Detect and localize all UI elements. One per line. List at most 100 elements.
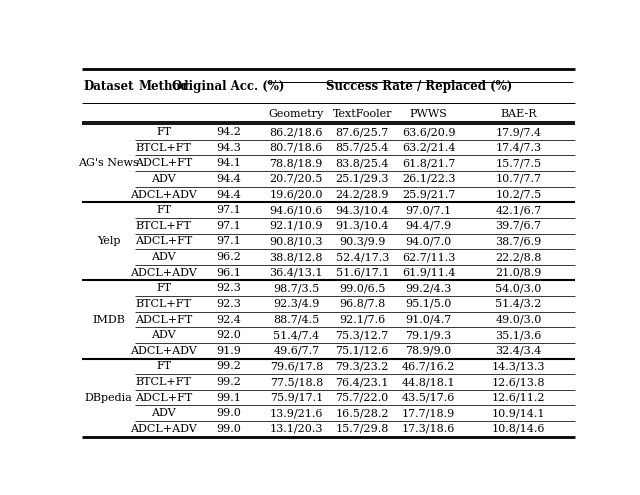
Text: 92.0: 92.0	[216, 330, 241, 340]
Text: Original Acc. (%): Original Acc. (%)	[172, 80, 285, 93]
Text: 32.4/3.4: 32.4/3.4	[495, 346, 541, 356]
Text: Success Rate / Replaced (%): Success Rate / Replaced (%)	[326, 80, 513, 93]
Text: ADV: ADV	[152, 408, 176, 418]
Text: 52.4/17.3: 52.4/17.3	[335, 252, 389, 262]
Text: 99.2: 99.2	[216, 361, 241, 371]
Text: FT: FT	[156, 205, 172, 215]
Text: PWWS: PWWS	[410, 109, 447, 119]
Text: BTCL+FT: BTCL+FT	[136, 377, 192, 387]
Text: 14.3/13.3: 14.3/13.3	[492, 361, 545, 371]
Text: TextFooler: TextFooler	[332, 109, 392, 119]
Text: 77.5/18.8: 77.5/18.8	[269, 377, 323, 387]
Text: ADV: ADV	[152, 330, 176, 340]
Text: ADCL+FT: ADCL+FT	[135, 237, 193, 247]
Text: 99.0: 99.0	[216, 424, 241, 434]
Text: 91.0/4.7: 91.0/4.7	[406, 314, 452, 325]
Text: 10.7/7.7: 10.7/7.7	[495, 174, 541, 184]
Text: 94.1: 94.1	[216, 158, 241, 168]
Text: 42.1/6.7: 42.1/6.7	[495, 205, 541, 215]
Text: ADCL+FT: ADCL+FT	[135, 158, 193, 168]
Text: 78.9/9.0: 78.9/9.0	[406, 346, 452, 356]
Text: 83.8/25.4: 83.8/25.4	[335, 158, 389, 168]
Text: FT: FT	[156, 361, 172, 371]
Text: FT: FT	[156, 127, 172, 137]
Text: 79.1/9.3: 79.1/9.3	[406, 330, 452, 340]
Text: 91.3/10.4: 91.3/10.4	[335, 221, 389, 231]
Text: 25.1/29.3: 25.1/29.3	[335, 174, 389, 184]
Text: 46.7/16.2: 46.7/16.2	[402, 361, 456, 371]
Text: 62.7/11.3: 62.7/11.3	[402, 252, 456, 262]
Text: 85.7/25.4: 85.7/25.4	[335, 143, 389, 152]
Text: AG's News: AG's News	[78, 158, 139, 168]
Text: 17.7/18.9: 17.7/18.9	[402, 408, 455, 418]
Text: 21.0/8.9: 21.0/8.9	[495, 268, 541, 278]
Text: 10.9/14.1: 10.9/14.1	[492, 408, 545, 418]
Text: 88.7/4.5: 88.7/4.5	[273, 314, 319, 325]
Text: 79.6/17.8: 79.6/17.8	[269, 361, 323, 371]
Text: 15.7/29.8: 15.7/29.8	[335, 424, 389, 434]
Text: 97.1: 97.1	[216, 237, 241, 247]
Text: 90.8/10.3: 90.8/10.3	[269, 237, 323, 247]
Text: Geometry: Geometry	[269, 109, 324, 119]
Text: 79.3/23.2: 79.3/23.2	[335, 361, 389, 371]
Text: 17.3/18.6: 17.3/18.6	[402, 424, 456, 434]
Text: 75.7/22.0: 75.7/22.0	[335, 393, 389, 402]
Text: 99.0: 99.0	[216, 408, 241, 418]
Text: 96.8/7.8: 96.8/7.8	[339, 299, 385, 309]
Text: BTCL+FT: BTCL+FT	[136, 299, 192, 309]
Text: 92.4: 92.4	[216, 314, 241, 325]
Text: 49.6/7.7: 49.6/7.7	[273, 346, 319, 356]
Text: 51.4/7.4: 51.4/7.4	[273, 330, 319, 340]
Text: 75.3/12.7: 75.3/12.7	[335, 330, 389, 340]
Text: 63.2/21.4: 63.2/21.4	[402, 143, 456, 152]
Text: 92.3: 92.3	[216, 299, 241, 309]
Text: 49.0/3.0: 49.0/3.0	[495, 314, 541, 325]
Text: 63.6/20.9: 63.6/20.9	[402, 127, 456, 137]
Text: 94.3: 94.3	[216, 143, 241, 152]
Text: 99.0/6.5: 99.0/6.5	[339, 283, 385, 293]
Text: DBpedia: DBpedia	[84, 393, 132, 402]
Text: BTCL+FT: BTCL+FT	[136, 221, 192, 231]
Text: ADV: ADV	[152, 252, 176, 262]
Text: Yelp: Yelp	[97, 237, 120, 247]
Text: 75.9/17.1: 75.9/17.1	[269, 393, 323, 402]
Text: 61.9/11.4: 61.9/11.4	[402, 268, 456, 278]
Text: 16.5/28.2: 16.5/28.2	[335, 408, 389, 418]
Text: 76.4/23.1: 76.4/23.1	[335, 377, 389, 387]
Text: Method: Method	[138, 80, 189, 93]
Text: 99.2/4.3: 99.2/4.3	[406, 283, 452, 293]
Text: 51.4/3.2: 51.4/3.2	[495, 299, 541, 309]
Text: ADCL+FT: ADCL+FT	[135, 393, 193, 402]
Text: 44.8/18.1: 44.8/18.1	[402, 377, 456, 387]
Text: 12.6/13.8: 12.6/13.8	[492, 377, 545, 387]
Text: 75.1/12.6: 75.1/12.6	[335, 346, 389, 356]
Text: 94.4/7.9: 94.4/7.9	[406, 221, 452, 231]
Text: 38.8/12.8: 38.8/12.8	[269, 252, 323, 262]
Text: 51.6/17.1: 51.6/17.1	[335, 268, 389, 278]
Text: 17.9/7.4: 17.9/7.4	[495, 127, 541, 137]
Text: BAE-R: BAE-R	[500, 109, 537, 119]
Text: ADCL+FT: ADCL+FT	[135, 314, 193, 325]
Text: 86.2/18.6: 86.2/18.6	[269, 127, 323, 137]
Text: 96.2: 96.2	[216, 252, 241, 262]
Text: ADCL+ADV: ADCL+ADV	[131, 424, 197, 434]
Text: 97.0/7.1: 97.0/7.1	[406, 205, 452, 215]
Text: 94.6/10.6: 94.6/10.6	[269, 205, 323, 215]
Text: 22.2/8.8: 22.2/8.8	[495, 252, 541, 262]
Text: 92.1/10.9: 92.1/10.9	[269, 221, 323, 231]
Text: 94.4: 94.4	[216, 174, 241, 184]
Text: 35.1/3.6: 35.1/3.6	[495, 330, 541, 340]
Text: 17.4/7.3: 17.4/7.3	[495, 143, 541, 152]
Text: 98.7/3.5: 98.7/3.5	[273, 283, 319, 293]
Text: 87.6/25.7: 87.6/25.7	[335, 127, 389, 137]
Text: 36.4/13.1: 36.4/13.1	[269, 268, 323, 278]
Text: 94.3/10.4: 94.3/10.4	[335, 205, 389, 215]
Text: 26.1/22.3: 26.1/22.3	[402, 174, 456, 184]
Text: 78.8/18.9: 78.8/18.9	[269, 158, 323, 168]
Text: ADCL+ADV: ADCL+ADV	[131, 346, 197, 356]
Text: 10.8/14.6: 10.8/14.6	[492, 424, 545, 434]
Text: 12.6/11.2: 12.6/11.2	[492, 393, 545, 402]
Text: 91.9: 91.9	[216, 346, 241, 356]
Text: Dataset: Dataset	[83, 80, 134, 93]
Text: 96.1: 96.1	[216, 268, 241, 278]
